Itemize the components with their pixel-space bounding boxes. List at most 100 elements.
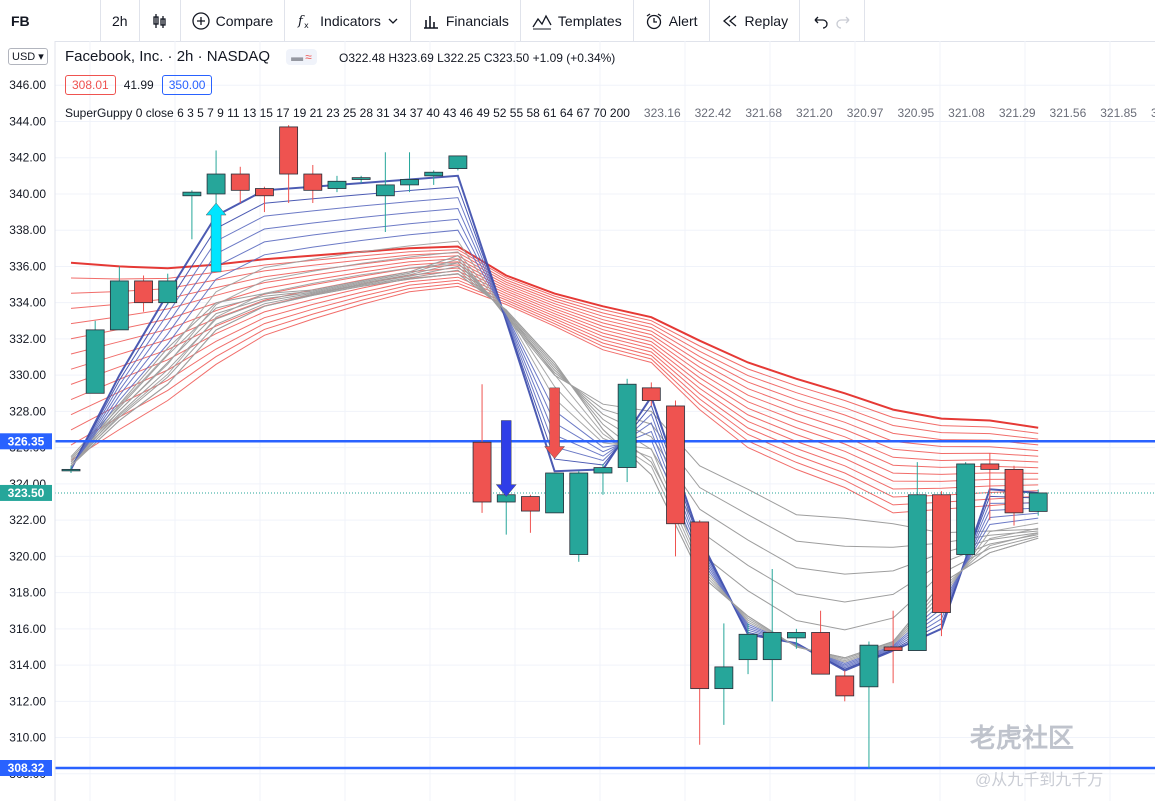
price-tick-label: 322.00 bbox=[9, 513, 46, 527]
sell-signal-arrow bbox=[495, 420, 517, 497]
compare-button[interactable]: Compare bbox=[181, 0, 286, 41]
templates-icon bbox=[532, 12, 552, 30]
candle-body bbox=[569, 472, 589, 555]
indicator-label[interactable]: SuperGuppy 0 close 6 3 5 7 9 11 13 15 17… bbox=[65, 106, 630, 120]
price-chart[interactable]: 346.00 344.00 342.00 340.00 338.00 336.00 334.… bbox=[0, 41, 1155, 801]
candle-body bbox=[327, 180, 347, 189]
order-pills: 308.01 41.99 350.00 bbox=[65, 75, 213, 95]
watermark-user: @从九千到九千万 bbox=[975, 772, 1104, 789]
slow-guppy-line bbox=[70, 258, 1039, 452]
candlestick-series bbox=[61, 125, 1048, 769]
indicator-value: 322.42 bbox=[694, 106, 732, 120]
candle-body bbox=[883, 646, 903, 651]
interval-button[interactable]: 2h bbox=[101, 0, 140, 41]
price-tick-label: 328.00 bbox=[9, 404, 46, 418]
replay-button[interactable]: Replay bbox=[710, 0, 801, 41]
price-tick-label: 310.00 bbox=[9, 731, 46, 745]
candle-body bbox=[907, 494, 927, 651]
candle-body bbox=[690, 521, 710, 690]
price-label-text: 323.50 bbox=[8, 486, 45, 500]
templates-button[interactable]: Templates bbox=[521, 0, 634, 41]
candle-body bbox=[279, 126, 299, 175]
candle-body bbox=[521, 496, 540, 512]
candle-body bbox=[109, 280, 129, 331]
fast-guppy-line bbox=[70, 273, 1039, 659]
chart-type-button[interactable] bbox=[140, 0, 181, 41]
guppy-gray-line bbox=[70, 258, 1039, 548]
replay-label: Replay bbox=[744, 12, 789, 29]
candle-body bbox=[738, 633, 758, 661]
slow-guppy-line bbox=[70, 270, 1039, 475]
indicator-value: 320.97 bbox=[846, 106, 884, 120]
price-tick-label: 344.00 bbox=[9, 114, 46, 128]
price-tick-label: 334.00 bbox=[9, 296, 46, 310]
currency-selector[interactable]: USD ▾ bbox=[8, 48, 48, 65]
indicator-value: 321.08 bbox=[948, 106, 985, 120]
price-tick-label: 320.00 bbox=[9, 549, 46, 563]
candle-body bbox=[811, 632, 830, 675]
price-label-badge bbox=[0, 760, 52, 777]
candle-body bbox=[182, 191, 202, 197]
symbol-label: FB bbox=[11, 12, 30, 29]
candle-body bbox=[762, 632, 782, 661]
price-tick-label: 314.00 bbox=[9, 658, 46, 672]
candle-body bbox=[641, 387, 661, 401]
alert-label: Alert bbox=[668, 12, 698, 29]
ohlc-values: O322.48 H323.69 L322.25 C323.50 +1.09 (+… bbox=[339, 51, 615, 65]
guppy-gray-line bbox=[70, 265, 1039, 603]
price-tick-label: 336.00 bbox=[9, 259, 46, 273]
candle-body bbox=[545, 472, 564, 514]
price-tick-label: 330.00 bbox=[9, 368, 46, 382]
undo-redo-group bbox=[800, 0, 866, 41]
compare-label: Compare bbox=[215, 12, 274, 29]
indicator-legend: SuperGuppy 0 close 6 3 5 7 9 11 13 15 17… bbox=[65, 106, 1155, 120]
candle-body bbox=[206, 173, 226, 195]
alert-button[interactable]: Alert bbox=[634, 0, 710, 41]
open-label: O bbox=[339, 51, 349, 65]
slow-guppy-line bbox=[70, 282, 1039, 506]
spread-value: 41.99 bbox=[123, 78, 154, 92]
candle-body bbox=[1004, 468, 1024, 514]
price-tick-label: 342.00 bbox=[9, 151, 46, 165]
candle-body bbox=[1028, 492, 1048, 512]
candle-body bbox=[859, 644, 879, 688]
sell-pill[interactable]: 308.01 bbox=[65, 75, 116, 95]
price-tick-label: 318.00 bbox=[9, 586, 46, 600]
price-tick-label: 316.00 bbox=[9, 622, 46, 636]
signal-arrows bbox=[205, 202, 566, 497]
price-tick-label: 340.00 bbox=[9, 187, 46, 201]
symbol-search-button[interactable]: FB bbox=[0, 0, 101, 41]
candle-body bbox=[351, 177, 371, 180]
chevron-down-icon[interactable] bbox=[387, 15, 399, 27]
guppy-gray-line bbox=[70, 273, 1039, 659]
financials-button[interactable]: Financials bbox=[411, 0, 521, 41]
alarm-clock-icon bbox=[645, 12, 663, 30]
candle-body bbox=[787, 632, 806, 639]
candle-body bbox=[400, 179, 419, 186]
candle-body bbox=[448, 155, 468, 169]
high-value: 323.69 bbox=[397, 51, 434, 65]
change-value: +1.09 (+0.34%) bbox=[532, 51, 616, 65]
candle-body bbox=[375, 184, 395, 197]
candle-body bbox=[303, 173, 323, 191]
buy-pill[interactable]: 350.00 bbox=[161, 75, 213, 95]
symbol-legend: Facebook, Inc. · 2h · NASDAQ ▬ ≈ bbox=[65, 48, 317, 65]
high-label: H bbox=[388, 51, 398, 65]
indicators-label: Indicators bbox=[320, 12, 381, 29]
redo-icon[interactable] bbox=[835, 12, 853, 30]
candle-body bbox=[980, 463, 1000, 470]
candle-body bbox=[61, 468, 81, 472]
legend-settings-badge[interactable]: ▬ ≈ bbox=[286, 48, 317, 65]
candle-body bbox=[424, 171, 444, 177]
indicator-value: 320.95 bbox=[897, 106, 935, 120]
candle-body bbox=[956, 463, 976, 555]
close-label: C bbox=[483, 51, 493, 65]
indicator-value: 321.29 bbox=[998, 106, 1036, 120]
low-label: L bbox=[437, 51, 444, 65]
undo-icon[interactable] bbox=[811, 12, 829, 30]
visibility-icon: ▬ bbox=[291, 49, 304, 64]
indicator-values: 323.16 322.42 321.68 321.20 320.97 320.95 321.… bbox=[630, 106, 1155, 120]
rewind-icon bbox=[721, 12, 739, 30]
